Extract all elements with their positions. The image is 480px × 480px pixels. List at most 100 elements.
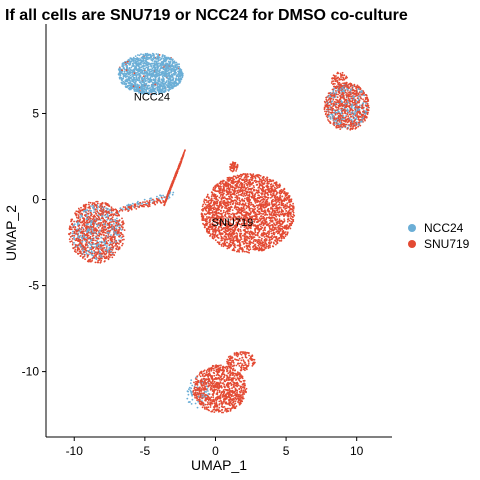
- point-ncc24: [190, 387, 193, 390]
- point-snu719: [259, 175, 262, 177]
- point-snu719: [275, 226, 277, 229]
- point-snu719: [73, 235, 76, 237]
- point-snu719: [248, 352, 250, 354]
- point-snu719: [278, 210, 281, 213]
- point-snu719: [267, 230, 270, 233]
- point-snu719: [101, 202, 104, 205]
- point-snu719: [81, 224, 84, 227]
- point-snu719: [325, 115, 328, 117]
- point-snu719: [343, 111, 346, 113]
- point-snu719: [227, 200, 229, 203]
- point-snu719: [80, 221, 83, 224]
- point-snu719: [267, 207, 270, 210]
- point-snu719: [267, 193, 269, 196]
- point-snu719: [199, 394, 202, 397]
- point-snu719: [213, 374, 216, 377]
- point-snu719: [255, 198, 257, 201]
- point-snu719: [236, 250, 238, 253]
- point-snu719: [248, 242, 251, 245]
- point-snu719: [182, 154, 185, 156]
- point-snu719: [254, 229, 256, 232]
- point-snu719: [238, 375, 241, 378]
- point-snu719: [160, 201, 162, 204]
- point-snu719: [247, 194, 249, 197]
- point-snu719: [251, 187, 254, 190]
- point-snu719: [357, 125, 360, 128]
- point-snu719: [69, 235, 72, 238]
- point-ncc24: [167, 80, 170, 83]
- point-snu719: [71, 238, 74, 240]
- point-snu719: [85, 247, 87, 250]
- point-snu719: [223, 190, 226, 192]
- point-ncc24: [73, 236, 75, 239]
- point-snu719: [212, 396, 215, 399]
- point-snu719: [236, 355, 239, 358]
- point-snu719: [218, 241, 221, 244]
- point-snu719: [222, 211, 225, 214]
- point-ncc24: [155, 53, 158, 55]
- point-snu719: [330, 82, 333, 84]
- point-snu719: [201, 216, 204, 219]
- point-snu719: [100, 248, 102, 251]
- point-snu719: [221, 195, 224, 197]
- point-snu719: [91, 202, 94, 204]
- point-snu719: [269, 208, 272, 210]
- point-snu719: [121, 217, 123, 220]
- point-snu719: [236, 397, 239, 399]
- point-ncc24: [330, 113, 332, 116]
- point-ncc24: [105, 245, 108, 248]
- scatter-points: [67, 52, 370, 414]
- point-snu719: [91, 252, 94, 255]
- point-snu719: [292, 216, 294, 219]
- point-snu719: [182, 152, 185, 155]
- point-snu719: [266, 176, 269, 179]
- point-ncc24: [122, 80, 125, 83]
- point-snu719: [361, 104, 363, 107]
- point-snu719: [226, 407, 229, 410]
- point-snu719: [289, 222, 292, 225]
- point-snu719: [226, 360, 228, 363]
- point-snu719: [229, 241, 232, 243]
- point-snu719: [215, 393, 218, 395]
- point-snu719: [239, 372, 241, 375]
- point-snu719: [252, 248, 255, 251]
- point-snu719: [234, 377, 236, 380]
- point-ncc24: [85, 252, 88, 255]
- point-snu719: [220, 245, 223, 247]
- point-snu719: [224, 233, 227, 236]
- point-snu719: [227, 204, 230, 207]
- point-snu719: [216, 202, 219, 205]
- point-snu719: [80, 228, 83, 231]
- point-ncc24: [137, 54, 139, 56]
- point-snu719: [205, 213, 208, 216]
- point-ncc24: [196, 406, 199, 409]
- point-ncc24: [73, 241, 75, 244]
- point-snu719: [207, 401, 209, 404]
- point-snu719: [253, 180, 256, 182]
- point-ncc24: [347, 124, 350, 127]
- point-snu719: [227, 379, 230, 381]
- point-snu719: [212, 367, 215, 370]
- point-snu719: [89, 201, 92, 204]
- point-snu719: [155, 197, 158, 200]
- point-snu719: [107, 255, 110, 258]
- point-snu719: [114, 245, 116, 247]
- point-snu719: [359, 124, 362, 127]
- point-snu719: [135, 208, 138, 210]
- point-snu719: [204, 383, 207, 385]
- point-snu719: [122, 206, 125, 208]
- point-snu719: [222, 370, 225, 373]
- point-ncc24: [79, 228, 81, 231]
- point-snu719: [95, 230, 98, 233]
- point-snu719: [211, 237, 214, 240]
- point-ncc24: [359, 104, 361, 107]
- point-snu719: [235, 374, 238, 377]
- point-snu719: [209, 218, 212, 221]
- point-snu719: [341, 71, 344, 74]
- point-snu719: [207, 382, 210, 385]
- point-ncc24: [106, 213, 109, 216]
- point-ncc24: [129, 79, 131, 82]
- point-snu719: [257, 238, 260, 241]
- point-snu719: [269, 244, 271, 247]
- point-snu719: [209, 406, 212, 408]
